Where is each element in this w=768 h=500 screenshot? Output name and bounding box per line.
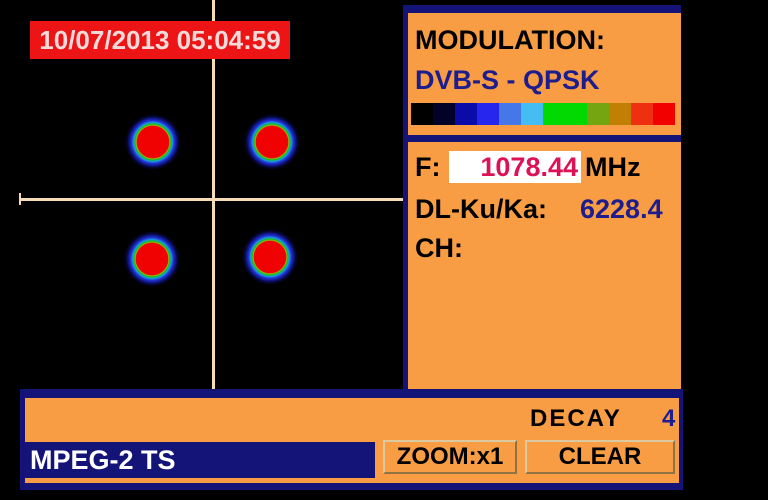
decay-label: DECAY bbox=[530, 405, 622, 432]
stream-type-badge: MPEG-2 TS bbox=[25, 442, 375, 478]
frequency-input[interactable]: 1078.44 bbox=[449, 151, 581, 183]
clear-button[interactable]: CLEAR bbox=[525, 440, 675, 474]
frequency-label: F: bbox=[415, 152, 441, 182]
colorbar-segment bbox=[587, 103, 609, 125]
constellation-display: 10/07/2013 05:04:59 bbox=[0, 0, 403, 390]
crosshair-vertical-line bbox=[212, 0, 215, 389]
modulation-value: DVB-S - QPSK bbox=[415, 65, 600, 95]
modulation-panel-body: MODULATION: DVB-S - QPSK bbox=[408, 13, 681, 135]
colorbar-segment bbox=[455, 103, 477, 125]
constellation-point bbox=[244, 114, 300, 170]
constellation-point bbox=[125, 114, 181, 170]
bottom-status-bar: DECAY 4 MPEG-2 TS ZOOM:x1 CLEAR bbox=[20, 389, 683, 490]
decay-value: 4 bbox=[662, 405, 676, 432]
zoom-button[interactable]: ZOOM:x1 bbox=[383, 440, 517, 474]
colorbar-segment bbox=[631, 103, 653, 125]
colorbar-segment bbox=[433, 103, 455, 125]
modulation-panel: MODULATION: DVB-S - QPSK bbox=[403, 5, 681, 142]
colorbar-segment bbox=[521, 103, 543, 125]
datetime-banner: 10/07/2013 05:04:59 bbox=[30, 21, 290, 59]
crosshair-left-tick bbox=[19, 193, 21, 205]
constellation-point bbox=[242, 229, 298, 285]
tuning-panel-body: F: 1078.44 MHz DL-Ku/Ka: 6228.4 CH: bbox=[408, 142, 681, 393]
crosshair-horizontal-line bbox=[20, 198, 403, 201]
colorbar-segment bbox=[499, 103, 521, 125]
channel-label: CH: bbox=[415, 233, 463, 263]
downlink-label: DL-Ku/Ka: bbox=[415, 194, 547, 224]
modulation-label: MODULATION: bbox=[415, 25, 605, 55]
bottom-status-bar-body: DECAY 4 MPEG-2 TS ZOOM:x1 CLEAR bbox=[25, 398, 679, 483]
colorbar-segment bbox=[609, 103, 631, 125]
signal-level-colorbar bbox=[411, 103, 675, 125]
tuning-panel: F: 1078.44 MHz DL-Ku/Ka: 6228.4 CH: bbox=[403, 142, 681, 393]
colorbar-segment bbox=[565, 103, 587, 125]
colorbar-segment bbox=[477, 103, 499, 125]
constellation-point bbox=[124, 231, 180, 287]
colorbar-segment bbox=[543, 103, 565, 125]
frequency-unit: MHz bbox=[585, 152, 641, 182]
colorbar-segment bbox=[411, 103, 433, 125]
downlink-value: 6228.4 bbox=[580, 194, 663, 224]
colorbar-segment bbox=[653, 103, 675, 125]
